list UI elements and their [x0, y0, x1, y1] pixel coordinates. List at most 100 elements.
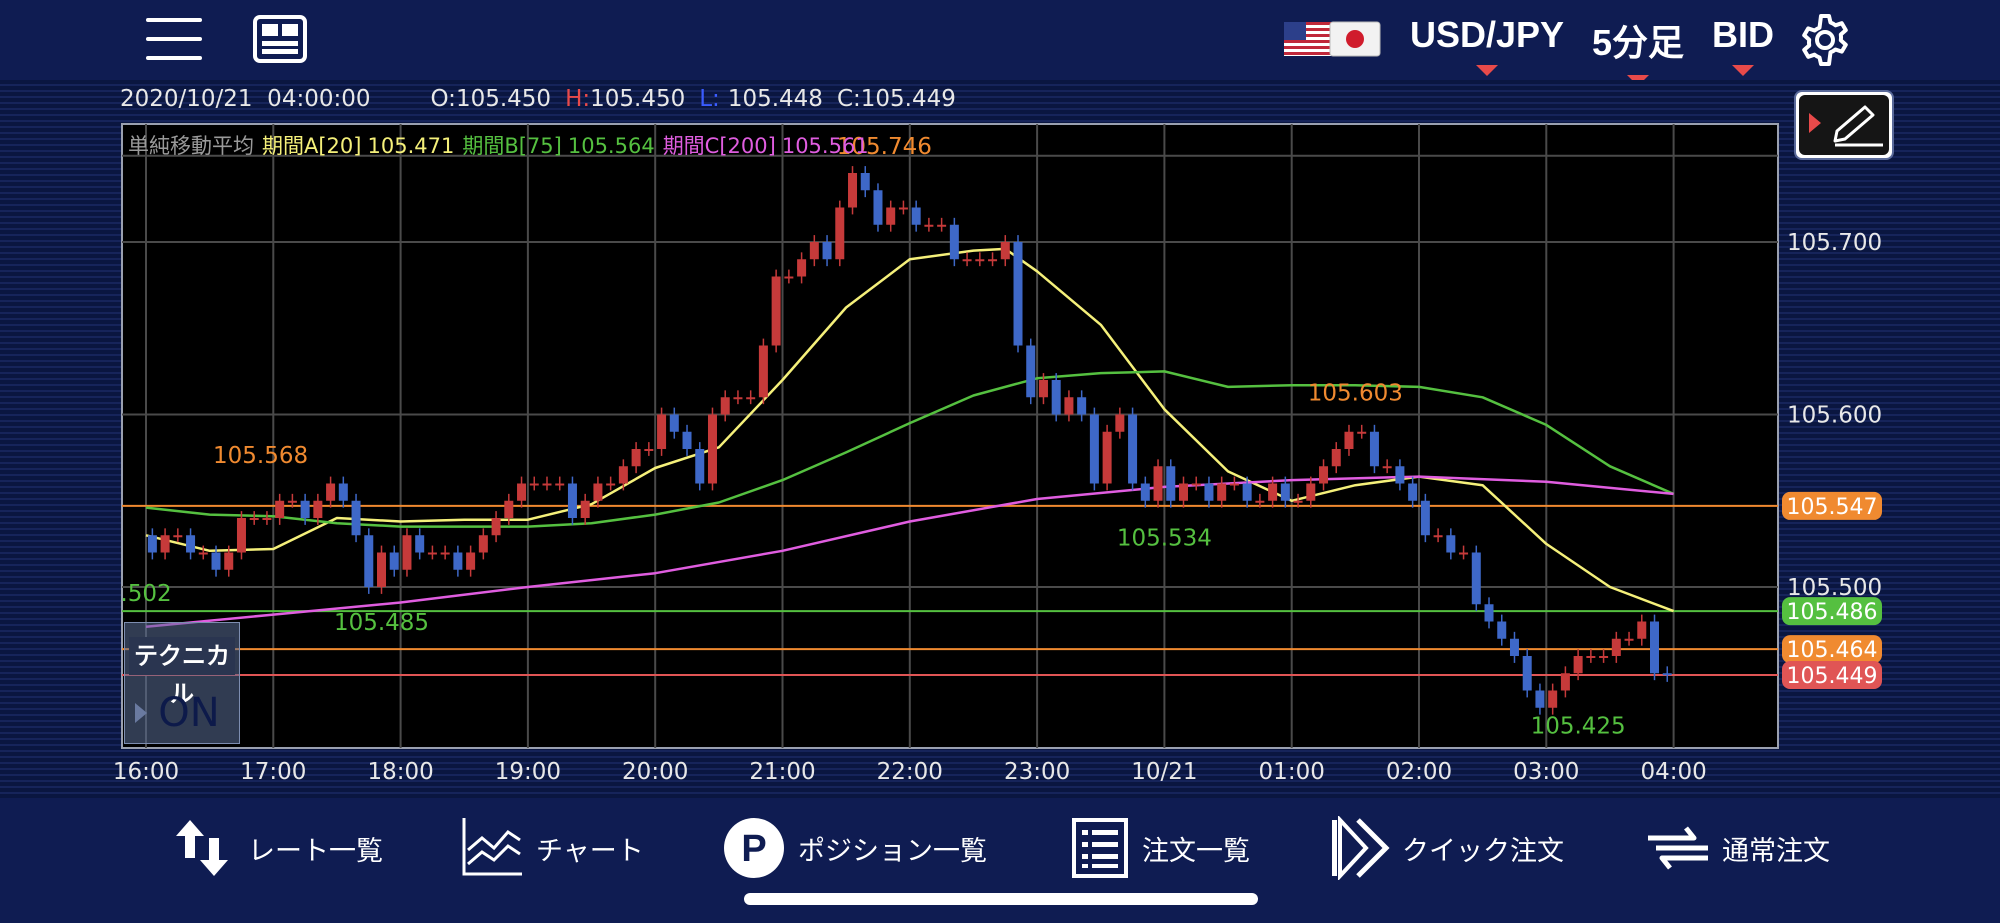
ma-legend: 単純移動平均 期間A[20] 105.471 期間B[75] 105.564 期間C[20…	[128, 134, 869, 158]
ma-legend-b-value: 105.564	[568, 134, 655, 158]
nav-orders[interactable]: 注文一覧	[1070, 812, 1250, 884]
y-tick-label: 105.600	[1787, 403, 1882, 429]
candle-body	[1408, 483, 1418, 501]
candle-body	[1319, 466, 1329, 484]
candle-body	[1650, 621, 1660, 674]
candle-body	[835, 207, 845, 260]
candle-body	[1153, 466, 1163, 501]
candle-body	[453, 552, 463, 570]
technical-state: ON	[158, 690, 220, 736]
technical-toggle[interactable]: ON	[129, 689, 235, 737]
candle-body	[529, 483, 539, 486]
price-tag-label: 105.547	[1787, 495, 1878, 520]
candle-body	[1178, 483, 1188, 501]
drawing-tool-button[interactable]	[1794, 90, 1894, 160]
ohlc-open-label: O:	[430, 86, 456, 112]
order-list-icon	[1072, 818, 1128, 878]
candle-body	[555, 483, 565, 486]
app-header: USD/JPY 5分足 BID	[0, 0, 2000, 86]
candle-body	[1484, 604, 1494, 622]
ohlc-datetime: 2020/10/21 04:00:00	[120, 86, 371, 112]
candle-body	[1624, 638, 1634, 641]
candle-body	[1382, 466, 1392, 469]
quick-order-icon	[1332, 816, 1390, 880]
ohlc-readout: 2020/10/21 04:00:00 O:105.450 H:105.450 L: 1…	[120, 86, 956, 112]
price-tag	[1782, 635, 1882, 664]
ohlc-high-label: H:	[565, 86, 591, 112]
chart-icon	[462, 818, 522, 876]
candle-body	[1077, 397, 1087, 415]
x-tick-label: 10/21	[1131, 759, 1197, 785]
x-tick-label: 16:00	[113, 759, 179, 785]
x-axis: 16:00 17:00 18:00 19:00 20:00 21:00 22:00 23:00…	[113, 759, 1707, 785]
gear-icon[interactable]	[1797, 12, 1853, 68]
ohlc-close-label: C:	[836, 86, 861, 112]
position-p-icon: P	[724, 818, 784, 878]
layout-grid-icon[interactable]	[252, 14, 308, 64]
candle-body	[173, 535, 183, 538]
candle-body	[1013, 242, 1023, 346]
technical-button[interactable]: テクニカル	[129, 637, 235, 708]
candle-body	[1611, 638, 1621, 656]
candle-body	[415, 535, 425, 553]
nav-quick-order[interactable]: クイック注文	[1330, 812, 1564, 884]
candle-body	[1166, 466, 1176, 501]
price-chart[interactable]: 105.568 105.746 105.603 .502 105.485 105.534 1…	[0, 0, 2000, 798]
candle-body	[377, 552, 387, 587]
candle-body	[249, 518, 259, 520]
nav-chart-label: チャート	[536, 835, 644, 867]
candle-body	[1280, 483, 1290, 501]
candle-body	[1331, 449, 1341, 467]
x-tick-label: 03:00	[1513, 759, 1579, 785]
candle-body	[1229, 483, 1239, 486]
y-tick-label: 105.500	[1787, 575, 1882, 601]
nav-normal-order[interactable]: 通常注文	[1646, 812, 1830, 884]
price-tag-label: 105.449	[1787, 664, 1878, 689]
price-annotation: 105.485	[334, 610, 429, 636]
candle-body	[937, 224, 947, 227]
candle-body	[313, 500, 323, 518]
candle-body	[211, 552, 221, 570]
nav-rate-list[interactable]: レート一覧	[172, 812, 383, 884]
candle-body	[1637, 621, 1647, 639]
nav-positions[interactable]: P ポジション一覧	[722, 812, 987, 884]
candle-body	[1064, 397, 1074, 415]
svg-text:P: P	[741, 828, 766, 870]
price-type-selector[interactable]: BID	[1712, 14, 1774, 76]
normal-order-icon	[1648, 826, 1708, 870]
candle-body	[1000, 242, 1010, 260]
candle-body	[848, 173, 858, 208]
candle-body	[1038, 380, 1048, 398]
nav-positions-label: ポジション一覧	[798, 835, 987, 867]
candle-body	[567, 483, 577, 518]
x-tick-label: 22:00	[877, 759, 943, 785]
candle-body	[695, 449, 705, 484]
candle-body	[784, 276, 794, 279]
ma-legend-b-label: 期間B[75]	[462, 134, 562, 158]
price-tag-label: 105.464	[1787, 638, 1878, 663]
moving-average-line	[145, 475, 1674, 628]
candle-body	[1497, 621, 1507, 639]
candle-body	[707, 414, 717, 484]
candle-body	[478, 535, 488, 553]
candle-body	[427, 552, 437, 555]
price-annotation: 105.746	[837, 134, 932, 160]
candle-body	[733, 397, 743, 400]
currency-pair-selector[interactable]: USD/JPY	[1410, 14, 1564, 76]
candle-body	[1026, 345, 1036, 398]
candle-body	[364, 535, 374, 587]
hamburger-menu-icon[interactable]	[146, 16, 202, 62]
home-indicator[interactable]	[744, 893, 1258, 905]
nav-chart[interactable]: チャート	[460, 812, 644, 884]
candle-body	[962, 259, 972, 262]
ohlc-low: 105.448	[727, 86, 823, 112]
candle-body	[275, 500, 285, 518]
candle-body	[949, 224, 959, 260]
candle-body	[1548, 690, 1558, 708]
candle-body	[517, 483, 527, 501]
chevron-down-icon	[1476, 65, 1499, 76]
ma-legend-a-value: 105.471	[367, 134, 454, 158]
candle-body	[720, 397, 730, 415]
ohlc-open: 105.450	[455, 86, 552, 112]
candle-body	[873, 190, 883, 225]
